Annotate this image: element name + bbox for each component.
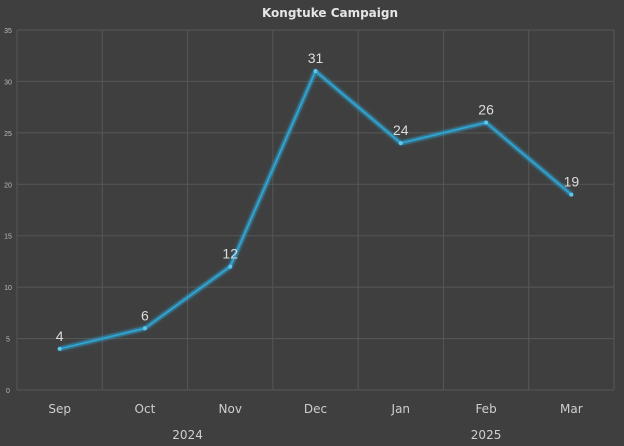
series-line (59, 70, 572, 350)
y-tick-label: 25 (4, 131, 12, 138)
data-point (228, 264, 233, 269)
x-tick-label: Feb (475, 402, 496, 416)
x-tick-label: Jan (391, 402, 411, 416)
x-tick-label: Oct (135, 402, 156, 416)
chart-title: Kongtuke Campaign (262, 6, 398, 20)
data-point (484, 120, 489, 125)
year-group-labels: 2024 2025 (172, 428, 501, 442)
data-label: 6 (141, 307, 149, 323)
data-label: 26 (478, 102, 494, 118)
data-point (569, 192, 574, 197)
y-tick-label: 10 (4, 285, 12, 292)
data-label: 12 (222, 246, 238, 262)
x-tick-label: Nov (219, 402, 242, 416)
data-label: 19 (564, 174, 580, 190)
x-tick-label: Dec (304, 402, 327, 416)
data-label: 24 (393, 122, 409, 138)
data-point (313, 69, 318, 74)
data-series: 4 6 12 31 24 26 19 (56, 50, 580, 352)
year-label: 2025 (471, 428, 502, 442)
y-tick-label: 0 (6, 388, 10, 395)
y-tick-label: 30 (4, 79, 12, 86)
year-label: 2024 (172, 428, 203, 442)
data-label: 4 (56, 328, 64, 344)
x-axis: Sep Oct Nov Dec Jan Feb Mar (48, 402, 582, 416)
data-point (398, 141, 403, 146)
y-tick-label: 20 (4, 182, 12, 189)
gridlines (16, 29, 615, 391)
data-point (57, 346, 62, 351)
y-tick-label: 15 (4, 234, 12, 241)
y-tick-label: 5 (6, 337, 10, 344)
data-point (142, 326, 147, 331)
y-tick-label: 35 (4, 28, 12, 35)
data-label: 31 (308, 50, 324, 66)
series-glow (59, 68, 573, 352)
x-tick-label: Sep (48, 402, 71, 416)
y-axis: 0 5 10 15 20 25 30 35 (4, 28, 12, 395)
x-tick-label: Mar (560, 402, 583, 416)
